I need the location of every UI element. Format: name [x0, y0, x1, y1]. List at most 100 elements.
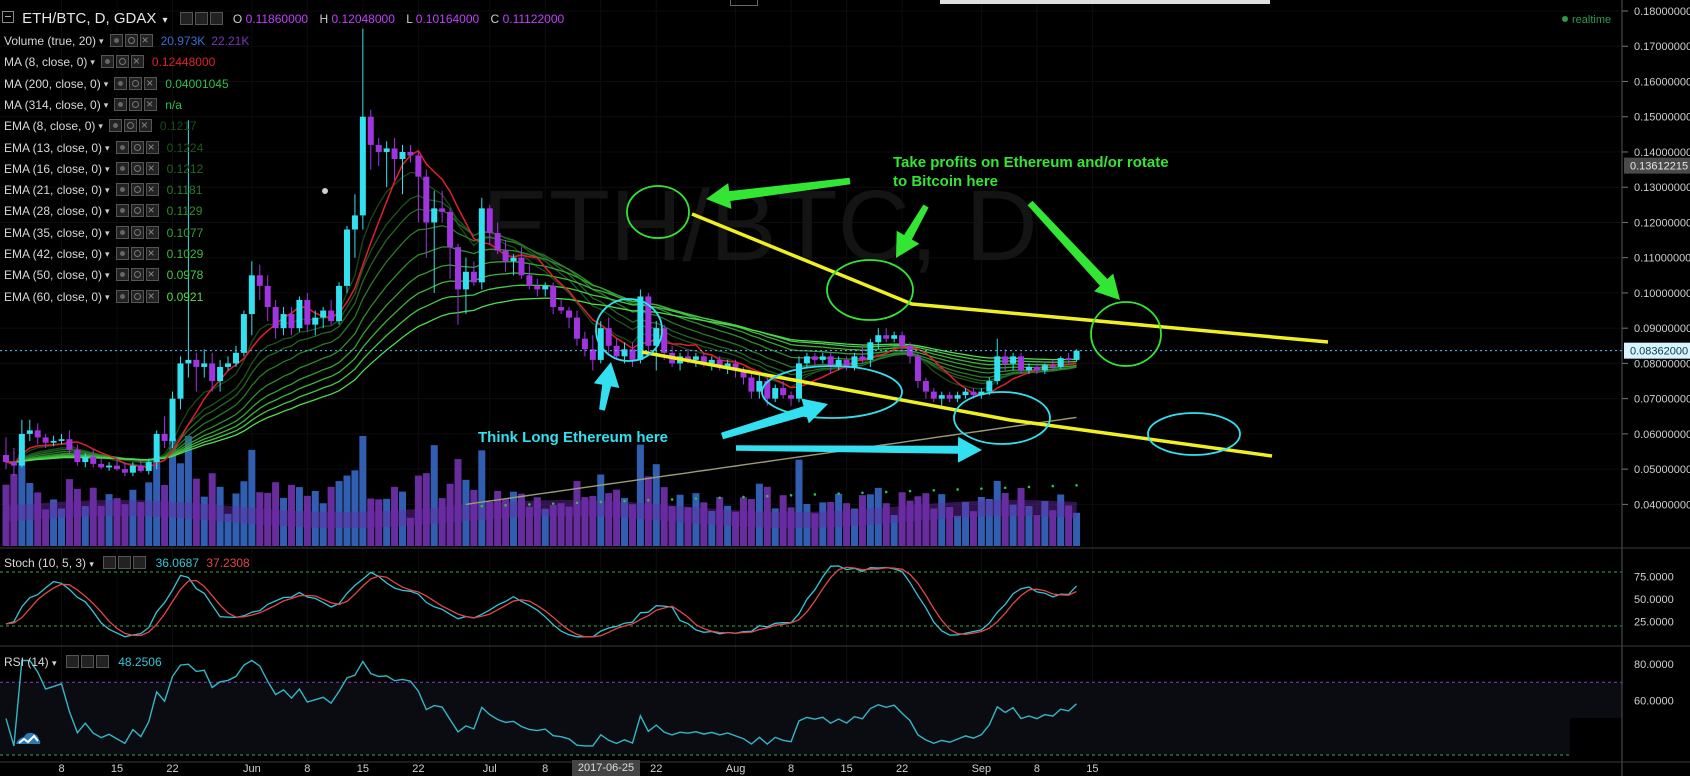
- eye-icon[interactable]: [115, 225, 129, 239]
- indicator-name[interactable]: EMA (42, close, 0): [4, 247, 103, 261]
- chevron-down-icon[interactable]: ▾: [99, 36, 104, 46]
- stoch-name[interactable]: Stoch (10, 5, 3): [4, 556, 87, 570]
- eye-icon[interactable]: [103, 556, 117, 569]
- close-icon[interactable]: [130, 52, 144, 70]
- eye-icon[interactable]: [109, 34, 123, 47]
- collapse-legend-icon[interactable]: [2, 11, 14, 23]
- close-icon[interactable]: [139, 31, 153, 49]
- gear-icon[interactable]: [130, 183, 144, 197]
- chevron-down-icon[interactable]: ▾: [89, 559, 94, 569]
- gear-icon[interactable]: [118, 556, 132, 569]
- chevron-down-icon[interactable]: ▾: [98, 121, 103, 132]
- indicator-legend-row[interactable]: EMA (60, close, 0)▾ 0.0921: [4, 287, 203, 306]
- close-icon[interactable]: [144, 95, 158, 113]
- gear-icon[interactable]: [115, 55, 129, 69]
- indicator-name[interactable]: MA (200, close, 0): [4, 76, 101, 91]
- gear-icon[interactable]: [130, 289, 144, 303]
- eye-icon[interactable]: [115, 183, 129, 197]
- indicator-name[interactable]: Volume (true, 20): [4, 34, 97, 48]
- gear-icon[interactable]: [123, 119, 137, 133]
- chevron-down-icon[interactable]: ▾: [52, 658, 57, 668]
- close-icon[interactable]: [95, 655, 109, 668]
- tradingview-logo-icon[interactable]: [14, 728, 42, 748]
- chevron-down-icon[interactable]: ▾: [90, 57, 95, 68]
- chevron-down-icon[interactable]: ▾: [105, 291, 110, 302]
- symbol-title[interactable]: ETH/BTC, D, GDAX: [22, 10, 157, 27]
- gear-icon[interactable]: [130, 268, 144, 282]
- gear-icon[interactable]: [129, 97, 143, 111]
- indicator-name[interactable]: EMA (35, close, 0): [4, 225, 103, 240]
- chevron-down-icon[interactable]: ▾: [105, 163, 110, 174]
- chevron-down-icon[interactable]: ▾: [103, 78, 109, 89]
- chevron-down-icon[interactable]: ▾: [105, 206, 110, 217]
- close-icon[interactable]: [145, 180, 159, 198]
- eye-icon[interactable]: [115, 268, 129, 282]
- indicator-legend-row[interactable]: MA (314, close, 0)▾ n/a: [4, 95, 182, 114]
- chevron-down-icon[interactable]: ▾: [105, 270, 110, 281]
- indicator-name[interactable]: EMA (21, close, 0): [4, 183, 103, 198]
- close-icon[interactable]: [145, 201, 159, 219]
- indicator-name[interactable]: MA (8, close, 0): [4, 55, 88, 70]
- gear-icon[interactable]: [124, 34, 138, 47]
- eye-icon[interactable]: [179, 12, 193, 25]
- gear-icon[interactable]: [80, 655, 94, 668]
- close-icon[interactable]: [145, 223, 159, 241]
- indicator-legend-row[interactable]: EMA (13, close, 0)▾ 0.1224: [4, 138, 203, 157]
- eye-icon[interactable]: [108, 119, 122, 133]
- indicator-name[interactable]: EMA (16, close, 0): [4, 161, 103, 176]
- gear-icon[interactable]: [130, 204, 144, 218]
- close-icon[interactable]: [145, 265, 159, 283]
- eye-icon[interactable]: [115, 204, 129, 218]
- indicator-name[interactable]: MA (314, close, 0): [4, 97, 101, 112]
- chevron-down-icon[interactable]: ▾: [105, 185, 110, 196]
- eye-icon[interactable]: [65, 655, 79, 668]
- gear-icon[interactable]: [130, 247, 144, 260]
- indicator-legend-row[interactable]: EMA (16, close, 0)▾ 0.1212: [4, 159, 203, 178]
- chevron-down-icon[interactable]: ▾: [103, 99, 109, 110]
- top-collapse-tab[interactable]: [730, 0, 758, 6]
- close-icon[interactable]: [145, 159, 159, 177]
- indicator-name[interactable]: EMA (13, close, 0): [4, 140, 103, 155]
- eye-icon[interactable]: [115, 140, 129, 154]
- eye-icon[interactable]: [100, 55, 114, 69]
- indicator-legend-row[interactable]: EMA (42, close, 0)▾ 0.1029: [4, 244, 203, 263]
- indicator-legend-row[interactable]: EMA (8, close, 0)▾ 0.1217: [4, 116, 197, 135]
- chevron-down-icon[interactable]: ▾: [162, 15, 168, 26]
- gear-icon[interactable]: [194, 12, 208, 25]
- indicator-legend-row[interactable]: MA (8, close, 0)▾ 0.12448000: [4, 52, 215, 71]
- cyan-arrow: [721, 398, 828, 440]
- eye-icon[interactable]: [114, 97, 128, 111]
- indicator-legend-row[interactable]: EMA (35, close, 0)▾ 0.1077: [4, 223, 203, 242]
- close-icon[interactable]: [145, 287, 159, 305]
- close-icon[interactable]: [133, 556, 147, 569]
- chevron-down-icon[interactable]: ▾: [105, 227, 110, 238]
- chevron-down-icon[interactable]: ▾: [105, 249, 110, 259]
- indicator-name[interactable]: EMA (50, close, 0): [4, 268, 103, 283]
- eye-icon[interactable]: [115, 247, 129, 260]
- close-icon[interactable]: [138, 116, 152, 134]
- candle-body: [597, 328, 604, 360]
- gear-icon[interactable]: [130, 161, 144, 175]
- chevron-down-icon[interactable]: ▾: [105, 142, 110, 153]
- gear-icon[interactable]: [129, 76, 143, 90]
- indicator-legend-row[interactable]: EMA (21, close, 0)▾ 0.1181: [4, 180, 202, 199]
- eye-icon[interactable]: [115, 161, 129, 175]
- indicator-legend-row[interactable]: MA (200, close, 0)▾ 0.04001045: [4, 74, 229, 93]
- time-tick-label: Jun: [243, 763, 261, 775]
- gear-icon[interactable]: [130, 140, 144, 154]
- gear-icon[interactable]: [130, 225, 144, 239]
- indicator-name[interactable]: EMA (8, close, 0): [4, 119, 96, 134]
- indicator-legend-row[interactable]: EMA (50, close, 0)▾ 0.0978: [4, 265, 203, 284]
- indicator-name[interactable]: EMA (28, close, 0): [4, 204, 103, 219]
- close-icon[interactable]: [144, 74, 158, 92]
- indicator-legend-row[interactable]: EMA (28, close, 0)▾ 0.1129: [4, 201, 202, 220]
- eye-icon[interactable]: [114, 76, 128, 90]
- close-icon[interactable]: [209, 12, 223, 25]
- eye-icon[interactable]: [115, 289, 129, 303]
- indicator-legend-row[interactable]: Volume (true, 20)▾ 20.973K 22.21K: [4, 31, 249, 50]
- close-icon[interactable]: [145, 138, 159, 156]
- close-icon[interactable]: [145, 244, 159, 262]
- indicator-name[interactable]: EMA (60, close, 0): [4, 289, 103, 304]
- rsi-name[interactable]: RSI (14): [4, 655, 49, 669]
